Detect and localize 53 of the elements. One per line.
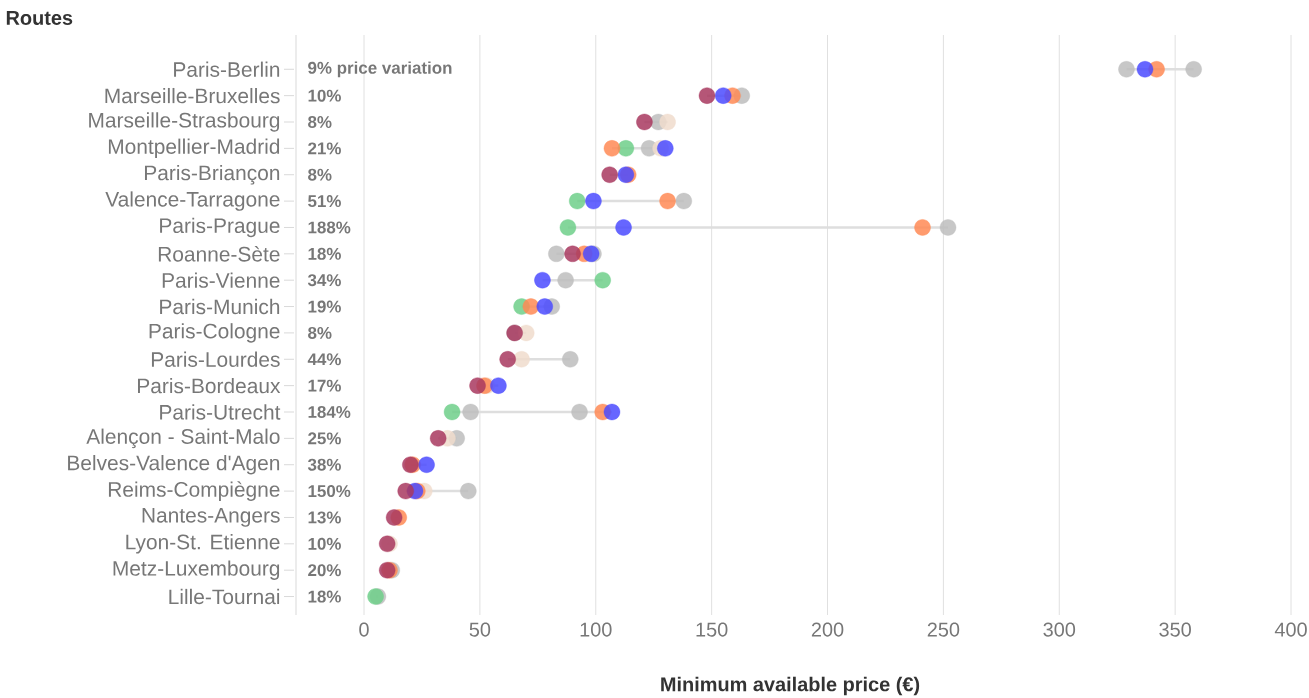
y-tick-label: Paris-Munich: [160, 298, 280, 315]
x-axis-title: Minimum available price (€): [661, 676, 920, 696]
text: 188%: [308, 221, 351, 234]
text: 8%: [308, 116, 332, 128]
text: 25%: [308, 432, 341, 445]
text: 34%: [307, 274, 341, 287]
y-tick-label: Nantes-Angers: [142, 508, 280, 527]
text: 21%: [308, 142, 341, 155]
y-tick-label: Paris-Prague: [160, 217, 280, 238]
x-tick-label: 0: [359, 622, 369, 637]
text: 44%: [307, 353, 341, 366]
x-tick-label: 100: [580, 622, 612, 637]
x-tick-label: 200: [811, 622, 844, 637]
x-tick-label: 150: [696, 622, 728, 637]
text: 18%: [308, 247, 341, 260]
annotation: 9% price variation: [308, 61, 452, 78]
text: 8%: [308, 326, 332, 339]
y-tick-label: Montpellier-Madrid: [108, 138, 280, 159]
y-tick-label: Paris-Vienne: [162, 272, 280, 288]
text: 19%: [308, 300, 341, 313]
y-tick-label: Paris-Cologne: [149, 323, 280, 343]
text: 20%: [308, 564, 341, 577]
y-tick-label: Paris-Lourdes: [151, 351, 280, 367]
y-tick-label: Alençon - Saint-Malo: [86, 428, 280, 449]
text: 51%: [308, 195, 341, 208]
y-tick-label: Lyon-St. Etienne: [126, 534, 280, 554]
y-tick-label: Valence-Tarragone: [105, 191, 280, 211]
y-tick-label: Marseille-Strasbourg: [89, 112, 280, 132]
text: 8%: [308, 168, 332, 181]
text: 10%: [308, 537, 341, 550]
y-tick-label: Paris-Briançon: [144, 164, 280, 185]
y-tick-label: Belves-Valence d'Agen: [68, 454, 280, 475]
text: 18%: [308, 590, 341, 603]
x-tick-label: 300: [1043, 622, 1076, 637]
x-tick-label: 400: [1274, 622, 1307, 637]
text: 13%: [308, 511, 341, 524]
text: 184%: [308, 406, 351, 419]
y-tick-label: Paris-Berlin: [174, 61, 280, 77]
y-tick-label: Paris-Bordeaux: [138, 377, 281, 394]
y-tick-label: Roanne-Sète: [158, 246, 280, 262]
y-tick-label: Metz-Luxembourg: [113, 560, 280, 580]
text: 150%: [308, 485, 351, 498]
y-tick-label: Marseille-Bruxelles: [105, 87, 280, 104]
text: Routes: [6, 11, 73, 25]
text: 38%: [307, 458, 341, 471]
x-tick-label: 350: [1159, 622, 1191, 637]
y-tick-label: Lille-Tournai: [169, 588, 280, 605]
y-tick-label: Reims-Compiègne: [108, 481, 280, 501]
text: 10%: [308, 89, 341, 102]
text: 17%: [308, 379, 341, 392]
y-tick-label: Paris-Utrecht: [160, 404, 281, 420]
x-tick-label: 50: [469, 622, 491, 637]
x-tick-label: 250: [927, 622, 960, 637]
